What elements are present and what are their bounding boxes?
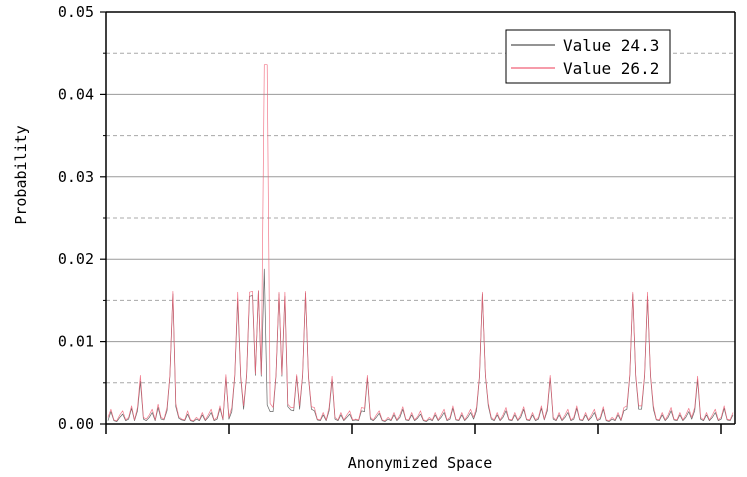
axes <box>100 11 736 434</box>
y-tick-labels: 0.00 0.01 0.02 0.03 0.04 0.05 <box>58 3 94 433</box>
series-line-1 <box>107 268 734 422</box>
legend-label-series-1: Value 24.3 <box>563 36 659 55</box>
y-tick-label: 0.05 <box>58 3 94 21</box>
legend-box <box>505 29 671 84</box>
y-axis-label: Probability <box>12 125 30 224</box>
series-lines <box>107 64 734 422</box>
y-tick-label: 0.02 <box>58 250 94 268</box>
y-tick-label: 0.03 <box>58 168 94 186</box>
series-line-2 <box>107 64 734 422</box>
x-axis-label: Anonymized Space <box>348 454 493 472</box>
y-tick-label: 0.00 <box>58 415 94 433</box>
legend: Value 24.3 Value 26.2 <box>505 29 671 84</box>
y-tick-label: 0.01 <box>58 333 94 351</box>
legend-label-series-2: Value 26.2 <box>563 59 659 78</box>
grid-lines <box>106 52 735 384</box>
y-tick-label: 0.04 <box>58 85 94 103</box>
